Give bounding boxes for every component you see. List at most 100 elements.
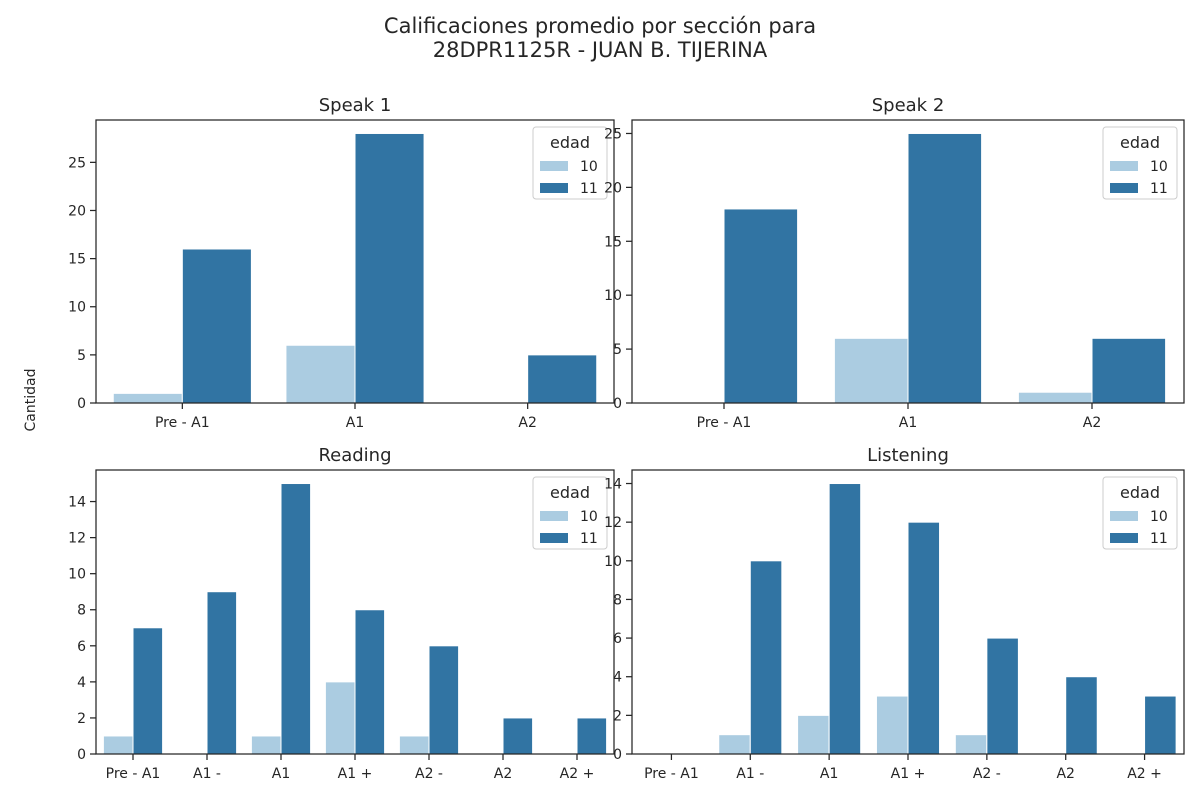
y-tick-label-speak-1: 5 <box>77 348 86 364</box>
legend-swatch-listening-10 <box>1110 511 1138 521</box>
x-tick-label-listening: A1 <box>820 766 838 782</box>
bar-reading-edad-11-0 <box>132 627 164 755</box>
legend-label-speak-1-11: 11 <box>580 181 598 197</box>
x-tick-label-speak-1: A1 <box>346 415 364 431</box>
legend-swatch-speak-1-10 <box>540 161 568 171</box>
bar-speak-1-edad-11-1 <box>354 132 425 404</box>
x-tick-label-listening: A1 + <box>891 766 926 782</box>
y-tick-label-listening: 2 <box>613 708 622 724</box>
x-tick-label-reading: A1 - <box>193 766 221 782</box>
y-tick-label-listening: 10 <box>604 554 622 570</box>
y-tick-label-listening: 14 <box>604 477 622 493</box>
y-tick-label-speak-1: 20 <box>68 203 86 219</box>
y-tick-label-listening: 12 <box>604 515 622 531</box>
bar-speak-2-edad-11-1 <box>907 132 983 404</box>
bar-listening-edad-11-3 <box>907 521 941 755</box>
legend-label-listening-11: 11 <box>1150 531 1168 547</box>
legend-title-speak-2: edad <box>1120 133 1160 152</box>
bar-listening-edad-11-1 <box>749 560 783 755</box>
x-tick-label-reading: A1 + <box>338 766 373 782</box>
x-tick-label-speak-2: A2 <box>1083 415 1101 431</box>
y-tick-label-speak-1: 15 <box>68 252 86 268</box>
legend-swatch-listening-11 <box>1110 533 1138 543</box>
x-tick-label-reading: A1 <box>272 766 290 782</box>
legend-swatch-reading-11 <box>540 533 568 543</box>
legend-label-speak-2-11: 11 <box>1150 181 1168 197</box>
y-tick-label-reading: 6 <box>77 639 86 655</box>
legend-swatch-speak-1-11 <box>540 183 568 193</box>
y-tick-label-reading: 14 <box>68 495 86 511</box>
y-tick-label-reading: 4 <box>77 675 86 691</box>
x-tick-label-listening: A2 - <box>973 766 1001 782</box>
legend-label-speak-1-10: 10 <box>580 159 598 175</box>
y-tick-label-listening: 4 <box>613 670 622 686</box>
figure-title-line-2: 28DPR1125R - JUAN B. TIJERINA <box>432 38 768 62</box>
bar-listening-edad-11-6 <box>1144 695 1177 755</box>
bar-listening-edad-11-5 <box>1065 676 1098 755</box>
bar-listening-edad-11-4 <box>986 637 1019 755</box>
y-tick-label-listening: 8 <box>613 592 622 608</box>
x-tick-label-speak-1: Pre - A1 <box>155 415 210 431</box>
y-tick-label-speak-1: 0 <box>77 396 86 412</box>
legend-listening: edad 10 11 <box>1102 476 1178 550</box>
bar-reading-edad-11-6 <box>576 717 608 755</box>
x-tick-label-reading: A2 - <box>415 766 443 782</box>
bar-speak-1-edad-11-0 <box>181 248 252 404</box>
legend-label-reading-11: 11 <box>580 531 598 547</box>
y-tick-label-reading: 12 <box>68 531 86 547</box>
bar-reading-edad-11-1 <box>206 591 238 755</box>
bar-reading-edad-11-2 <box>280 483 312 755</box>
y-tick-label-speak-2: 25 <box>604 126 622 142</box>
y-tick-label-reading: 2 <box>77 711 86 727</box>
bar-reading-edad-11-5 <box>502 717 534 755</box>
legend-label-listening-10: 10 <box>1150 509 1168 525</box>
legend-speak-2: edad 10 11 <box>1102 126 1178 200</box>
figure-title-line-1: Calificaciones promedio por sección para <box>383 14 817 38</box>
legend-speak-1: edad 10 11 <box>532 126 608 200</box>
y-tick-label-speak-2: 10 <box>604 288 622 304</box>
legend-label-reading-10: 10 <box>580 509 598 525</box>
x-tick-label-speak-1: A2 <box>518 415 536 431</box>
legend-title-reading: edad <box>550 483 590 502</box>
y-tick-label-speak-2: 15 <box>604 234 622 250</box>
x-tick-label-reading: A2 + <box>560 766 595 782</box>
panel-title-speak-1: Speak 1 <box>319 95 392 116</box>
legend-title-speak-1: edad <box>550 133 590 152</box>
x-tick-label-listening: A2 <box>1056 766 1074 782</box>
panel-title-speak-2: Speak 2 <box>872 95 945 116</box>
y-tick-label-reading: 8 <box>77 603 86 619</box>
legend-swatch-speak-2-11 <box>1110 183 1138 193</box>
x-tick-label-reading: A2 <box>494 766 512 782</box>
legend-box-reading <box>532 476 608 550</box>
bar-reading-edad-11-4 <box>428 645 460 755</box>
legend-swatch-reading-10 <box>540 511 568 521</box>
legend-reading: edad 10 11 <box>532 476 608 550</box>
legend-title-listening: edad <box>1120 483 1160 502</box>
bar-speak-1-edad-11-2 <box>527 354 598 404</box>
y-tick-label-speak-2: 20 <box>604 180 622 196</box>
y-tick-label-reading: 0 <box>77 747 86 763</box>
legend-box-speak-1 <box>532 126 608 200</box>
x-tick-label-speak-2: A1 <box>899 415 917 431</box>
panel-title-reading: Reading <box>318 445 391 466</box>
panel-title-listening: Listening <box>867 445 949 466</box>
y-tick-label-listening: 0 <box>613 747 622 763</box>
y-tick-label-speak-1: 25 <box>68 155 86 171</box>
x-tick-label-listening: Pre - A1 <box>644 766 699 782</box>
x-tick-label-listening: A2 + <box>1127 766 1162 782</box>
bar-listening-edad-10-4 <box>954 734 988 755</box>
legend-box-listening <box>1102 476 1178 550</box>
bar-listening-edad-11-2 <box>828 483 862 755</box>
y-tick-label-speak-2: 0 <box>613 396 622 412</box>
x-tick-label-listening: A1 - <box>736 766 764 782</box>
y-tick-label-speak-1: 10 <box>68 300 86 316</box>
legend-label-speak-2-10: 10 <box>1150 159 1168 175</box>
figure-title: Calificaciones promedio por sección para… <box>0 14 1200 62</box>
y-tick-label-listening: 6 <box>613 631 622 647</box>
legend-swatch-speak-2-10 <box>1110 161 1138 171</box>
